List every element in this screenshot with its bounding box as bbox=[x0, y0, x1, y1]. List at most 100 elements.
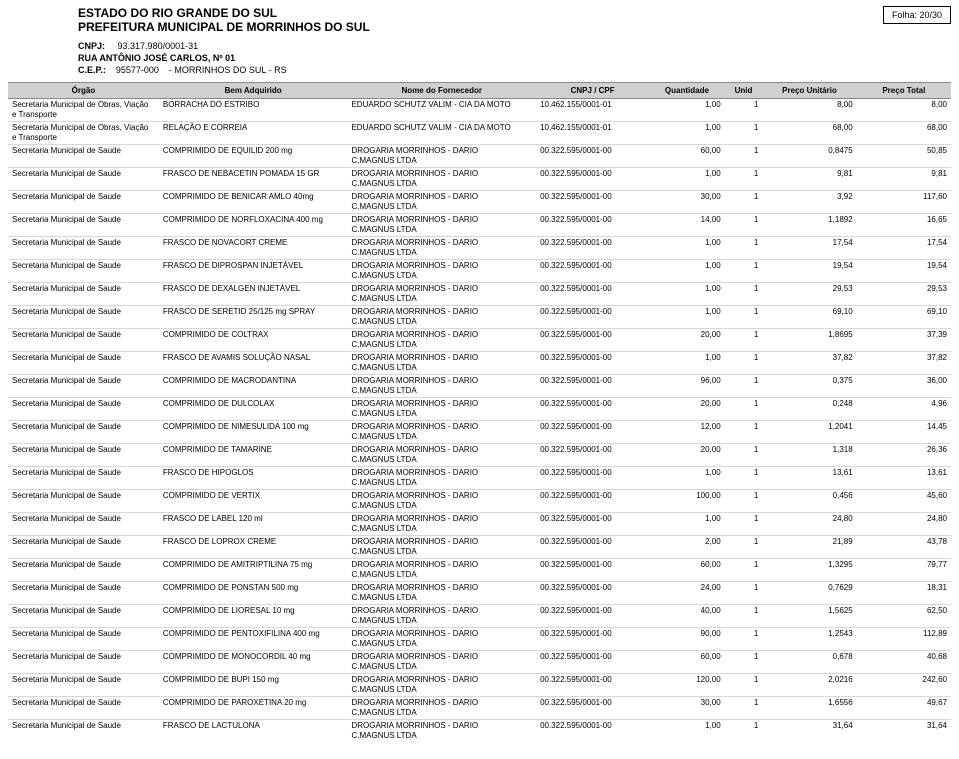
cell-qtd: 1,00 bbox=[649, 720, 724, 743]
th-unid: Unid bbox=[725, 83, 763, 99]
supplier-name-line2: C.MAGNUS LTDA bbox=[351, 478, 532, 488]
cell-qtd: 1,00 bbox=[649, 513, 724, 536]
table-row: Secretaria Municipal de SaudeCOMPRIMIDO … bbox=[8, 444, 951, 467]
cell-qtd: 96,00 bbox=[649, 375, 724, 398]
supplier-name: DROGARIA MORRINHOS - DARIO bbox=[351, 445, 478, 454]
cell-orgao: Secretaria Municipal de Saude bbox=[8, 375, 159, 398]
supplier-name-line2: C.MAGNUS LTDA bbox=[351, 386, 532, 396]
cell-unid: 1 bbox=[725, 720, 763, 743]
supplier-name-line2: C.MAGNUS LTDA bbox=[351, 179, 532, 189]
cell-orgao: Secretaria Municipal de Saude bbox=[8, 352, 159, 375]
cell-orgao: Secretaria Municipal de Saude bbox=[8, 513, 159, 536]
cell-preco-unit: 0,456 bbox=[762, 490, 856, 513]
cell-qtd: 1,00 bbox=[649, 122, 724, 145]
cell-preco-unit: 24,80 bbox=[762, 513, 856, 536]
cell-preco-unit: 21,89 bbox=[762, 536, 856, 559]
cell-bem: COMPRIMIDO DE DULCOLAX bbox=[159, 398, 348, 421]
cell-preco-unit: 1,2543 bbox=[762, 628, 856, 651]
cell-preco-unit: 69,10 bbox=[762, 306, 856, 329]
cell-fornecedor: DROGARIA MORRINHOS - DARIOC.MAGNUS LTDA bbox=[347, 329, 536, 352]
cell-fornecedor: DROGARIA MORRINHOS - DARIOC.MAGNUS LTDA bbox=[347, 582, 536, 605]
table-body: Secretaria Municipal de Obras, Viação e … bbox=[8, 99, 951, 743]
cell-bem: COMPRIMIDO DE VERTIX bbox=[159, 490, 348, 513]
cell-preco-total: 8,00 bbox=[857, 99, 951, 122]
cell-qtd: 1,00 bbox=[649, 237, 724, 260]
cell-bem: COMPRIMIDO DE MACRODANTINA bbox=[159, 375, 348, 398]
cell-cnpj: 00.322.595/0001-00 bbox=[536, 375, 649, 398]
cell-bem: COMPRIMIDO DE MONOCORDIL 40 mg bbox=[159, 651, 348, 674]
cell-orgao: Secretaria Municipal de Saude bbox=[8, 421, 159, 444]
table-row: Secretaria Municipal de SaudeFRASCO DE N… bbox=[8, 168, 951, 191]
table-row: Secretaria Municipal de SaudeFRASCO DE L… bbox=[8, 720, 951, 743]
cell-fornecedor: EDUARDO SCHUTZ VALIM - CIA DA MOTO bbox=[347, 99, 536, 122]
table-row: Secretaria Municipal de SaudeFRASCO DE S… bbox=[8, 306, 951, 329]
table-row: Secretaria Municipal de SaudeFRASCO DE N… bbox=[8, 237, 951, 260]
cell-cnpj: 00.322.595/0001-00 bbox=[536, 329, 649, 352]
supplier-name: DROGARIA MORRINHOS - DARIO bbox=[351, 675, 478, 684]
cell-cnpj: 00.322.595/0001-00 bbox=[536, 237, 649, 260]
cell-fornecedor: DROGARIA MORRINHOS - DARIOC.MAGNUS LTDA bbox=[347, 214, 536, 237]
cell-unid: 1 bbox=[725, 674, 763, 697]
table-row: Secretaria Municipal de SaudeFRASCO DE D… bbox=[8, 283, 951, 306]
supplier-name: DROGARIA MORRINHOS - DARIO bbox=[351, 721, 478, 730]
cell-preco-total: 16,65 bbox=[857, 214, 951, 237]
cell-unid: 1 bbox=[725, 237, 763, 260]
cell-orgao: Secretaria Municipal de Saude bbox=[8, 582, 159, 605]
cell-qtd: 100,00 bbox=[649, 490, 724, 513]
cell-preco-unit: 0,678 bbox=[762, 651, 856, 674]
table-row: Secretaria Municipal de SaudeCOMPRIMIDO … bbox=[8, 214, 951, 237]
cell-cnpj: 00.322.595/0001-00 bbox=[536, 697, 649, 720]
supplier-name-line2: C.MAGNUS LTDA bbox=[351, 317, 532, 327]
cell-orgao: Secretaria Municipal de Saude bbox=[8, 214, 159, 237]
cell-fornecedor: DROGARIA MORRINHOS - DARIOC.MAGNUS LTDA bbox=[347, 628, 536, 651]
cell-preco-total: 242,60 bbox=[857, 674, 951, 697]
cell-unid: 1 bbox=[725, 421, 763, 444]
cell-cnpj: 00.322.595/0001-00 bbox=[536, 398, 649, 421]
cell-orgao: Secretaria Municipal de Saude bbox=[8, 628, 159, 651]
cell-fornecedor: DROGARIA MORRINHOS - DARIOC.MAGNUS LTDA bbox=[347, 605, 536, 628]
supplier-name: DROGARIA MORRINHOS - DARIO bbox=[351, 606, 478, 615]
cell-orgao: Secretaria Municipal de Saude bbox=[8, 283, 159, 306]
supplier-name: DROGARIA MORRINHOS - DARIO bbox=[351, 399, 478, 408]
cell-fornecedor: DROGARIA MORRINHOS - DARIOC.MAGNUS LTDA bbox=[347, 697, 536, 720]
cell-qtd: 60,00 bbox=[649, 145, 724, 168]
cell-unid: 1 bbox=[725, 651, 763, 674]
supplier-name: DROGARIA MORRINHOS - DARIO bbox=[351, 192, 478, 201]
cell-preco-total: 14,45 bbox=[857, 421, 951, 444]
cell-cnpj: 10.462.155/0001-01 bbox=[536, 122, 649, 145]
supplier-name-line2: C.MAGNUS LTDA bbox=[351, 708, 532, 718]
cell-preco-total: 50,85 bbox=[857, 145, 951, 168]
cell-fornecedor: DROGARIA MORRINHOS - DARIOC.MAGNUS LTDA bbox=[347, 559, 536, 582]
table-row: Secretaria Municipal de SaudeCOMPRIMIDO … bbox=[8, 398, 951, 421]
header-row: Órgão Bem Adquirido Nome do Fornecedor C… bbox=[8, 83, 951, 99]
cell-preco-unit: 13,61 bbox=[762, 467, 856, 490]
supplier-name: DROGARIA MORRINHOS - DARIO bbox=[351, 238, 478, 247]
cell-unid: 1 bbox=[725, 168, 763, 191]
cell-preco-total: 4,96 bbox=[857, 398, 951, 421]
cell-orgao: Secretaria Municipal de Saude bbox=[8, 191, 159, 214]
cell-cnpj: 00.322.595/0001-00 bbox=[536, 651, 649, 674]
cell-bem: COMPRIMIDO DE EQUILID 200 mg bbox=[159, 145, 348, 168]
cell-fornecedor: DROGARIA MORRINHOS - DARIOC.MAGNUS LTDA bbox=[347, 490, 536, 513]
cell-cnpj: 00.322.595/0001-00 bbox=[536, 191, 649, 214]
supplier-name-line2: C.MAGNUS LTDA bbox=[351, 593, 532, 603]
cell-bem: FRASCO DE HIPOGLOS bbox=[159, 467, 348, 490]
cell-preco-unit: 0,248 bbox=[762, 398, 856, 421]
cep-value: 95577-000 bbox=[116, 65, 159, 75]
cell-preco-total: 43,78 bbox=[857, 536, 951, 559]
cell-preco-total: 19,54 bbox=[857, 260, 951, 283]
cell-fornecedor: DROGARIA MORRINHOS - DARIOC.MAGNUS LTDA bbox=[347, 467, 536, 490]
supplier-name-line2: C.MAGNUS LTDA bbox=[351, 156, 532, 166]
cell-preco-total: 36,00 bbox=[857, 375, 951, 398]
cell-cnpj: 00.322.595/0001-00 bbox=[536, 490, 649, 513]
cell-qtd: 20,00 bbox=[649, 398, 724, 421]
supplier-name: DROGARIA MORRINHOS - DARIO bbox=[351, 537, 478, 546]
org-info: CNPJ: 93.317.980/0001-31 RUA ANTÔNIO JOS… bbox=[78, 40, 951, 76]
supplier-name: DROGARIA MORRINHOS - DARIO bbox=[351, 583, 478, 592]
cell-qtd: 20,00 bbox=[649, 329, 724, 352]
cell-unid: 1 bbox=[725, 559, 763, 582]
cell-unid: 1 bbox=[725, 398, 763, 421]
cell-preco-unit: 1,5625 bbox=[762, 605, 856, 628]
supplier-name-line2: C.MAGNUS LTDA bbox=[351, 731, 532, 741]
cell-preco-total: 37,82 bbox=[857, 352, 951, 375]
